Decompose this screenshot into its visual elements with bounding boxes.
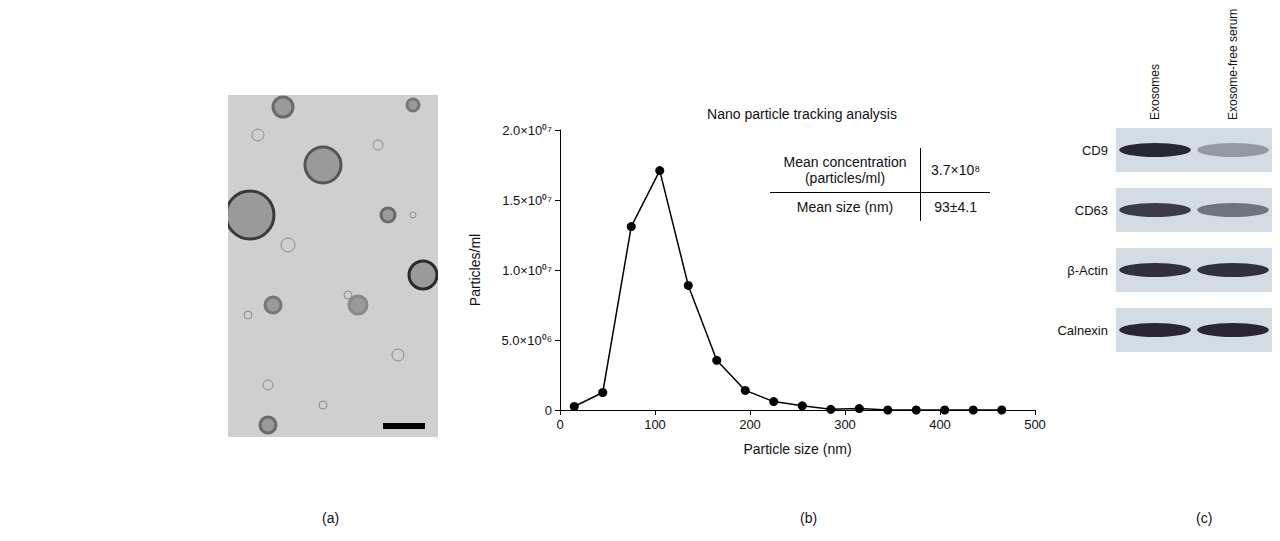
- html-text:Mean concentration (particles/: Mean concentration (particles/ml): [783, 154, 907, 186]
- svg-text:400: 400: [929, 417, 951, 432]
- html-text:3.7×10⁸: 3.7×10⁸: [931, 162, 981, 178]
- svg-text:Particles/ml: Particles/ml: [467, 234, 483, 306]
- html-text:Mean size (nm): Mean size (nm): [796, 199, 894, 215]
- svg-text:Nano particle tracking analysi: Nano particle tracking analysis: [707, 106, 897, 122]
- svg-text:Calnexin: Calnexin: [1057, 323, 1108, 338]
- svg-text:Particle size (nm): Particle size (nm): [743, 441, 851, 457]
- svg-text:CD9: CD9: [1082, 143, 1108, 158]
- svg-text:2.0×10⁰⁷: 2.0×10⁰⁷: [502, 123, 552, 138]
- svg-text:Exosome-free serum: Exosome-free serum: [1226, 9, 1240, 120]
- html-text:(c): (c): [1196, 510, 1213, 526]
- svg-text:CD63: CD63: [1075, 203, 1108, 218]
- html-text:(b): (b): [800, 510, 818, 526]
- svg-text:β-Actin: β-Actin: [1067, 263, 1108, 278]
- html-text:(a): (a): [322, 510, 340, 526]
- svg-text:500: 500: [1024, 417, 1046, 432]
- svg-text:0: 0: [545, 403, 552, 418]
- svg-text:0: 0: [556, 417, 563, 432]
- svg-text:1.5×10⁰⁷: 1.5×10⁰⁷: [502, 193, 552, 208]
- svg-text:5.0×10⁰⁶: 5.0×10⁰⁶: [502, 333, 552, 348]
- html-text:93±4.1: 93±4.1: [934, 199, 977, 215]
- svg-text:Exosomes: Exosomes: [1148, 64, 1162, 120]
- svg-text:1.0×10⁰⁷: 1.0×10⁰⁷: [502, 263, 552, 278]
- svg-text:100: 100: [644, 417, 666, 432]
- svg-text:300: 300: [834, 417, 856, 432]
- svg-text:200: 200: [739, 417, 761, 432]
